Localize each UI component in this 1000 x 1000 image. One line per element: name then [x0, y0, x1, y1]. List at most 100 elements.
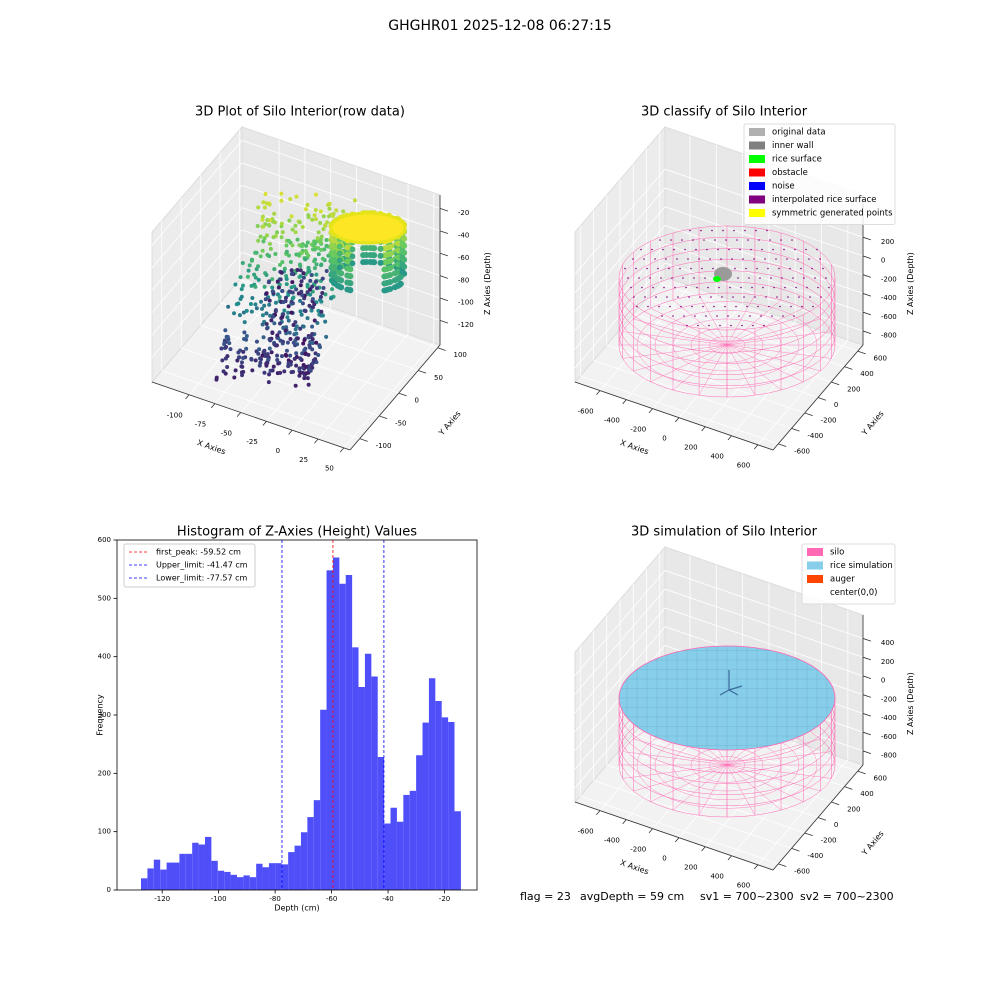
- x-tick-label: 25: [299, 456, 308, 464]
- surface-dot: [684, 248, 686, 251]
- legend-swatch: [807, 548, 823, 556]
- point: [226, 304, 231, 309]
- point: [315, 286, 320, 291]
- surface-dot: [627, 277, 629, 279]
- point: [334, 208, 339, 213]
- x-grid-line: [317, 333, 409, 440]
- bar: [307, 817, 314, 890]
- point: [308, 292, 313, 297]
- x-axis-label: Depth (cm): [274, 904, 319, 913]
- z-axis-label: Z Axies (Depth): [906, 672, 915, 735]
- surface-dot: [695, 248, 697, 251]
- point: [246, 268, 251, 273]
- point: [320, 276, 325, 281]
- wire-ring: [618, 292, 836, 398]
- surface-dot: [668, 267, 670, 270]
- point: [290, 290, 295, 295]
- axis-line: [772, 344, 864, 451]
- point: [271, 364, 276, 369]
- surface-dot: [765, 296, 767, 298]
- legend-label: silo: [830, 548, 844, 558]
- x-tick-label: -40: [382, 895, 393, 903]
- wire-ring: [618, 236, 836, 342]
- point: [272, 267, 277, 272]
- bar: [454, 811, 461, 890]
- point: [324, 334, 329, 339]
- x-tick-mark: [622, 399, 627, 405]
- x-tick-mark: [648, 408, 653, 414]
- surface-dot: [794, 248, 796, 251]
- point: [299, 250, 304, 255]
- point: [344, 251, 351, 258]
- point: [278, 262, 283, 267]
- y-tick-label: 500: [98, 594, 111, 602]
- legend-label: original data: [772, 128, 826, 138]
- z-tick-label: -200: [881, 695, 897, 703]
- bar: [204, 836, 212, 890]
- wire-ring: [618, 259, 836, 364]
- y-tick-mark: [817, 817, 827, 821]
- legend-swatch: [749, 182, 765, 190]
- bar: [243, 875, 250, 890]
- point: [300, 324, 305, 329]
- point: [318, 220, 323, 225]
- x-tick-label: 600: [737, 462, 750, 470]
- x-tick-mark: [211, 403, 216, 409]
- point: [214, 375, 219, 380]
- status-text: flag = 23: [520, 890, 571, 903]
- surface-dot: [624, 267, 626, 270]
- point: [311, 243, 316, 248]
- point: [309, 272, 314, 277]
- surface-dot: [753, 258, 755, 260]
- point: [270, 285, 275, 290]
- point: [325, 220, 330, 225]
- bar: [352, 647, 359, 890]
- point: [262, 370, 267, 375]
- point-ring: [329, 211, 407, 245]
- bar: [294, 845, 301, 890]
- surface-dot: [751, 286, 753, 289]
- point: [241, 349, 246, 354]
- z-tick-label: -400: [881, 294, 897, 302]
- point: [267, 254, 272, 259]
- point: [314, 340, 319, 345]
- y-tick-mark: [791, 848, 800, 852]
- point: [228, 347, 233, 352]
- point: [306, 215, 311, 220]
- surface-dot: [638, 277, 640, 279]
- axis-line: [574, 381, 774, 451]
- x-tick-mark: [622, 819, 627, 825]
- x-tick-mark: [727, 855, 732, 861]
- point: [289, 285, 294, 290]
- surface-dot: [812, 305, 814, 308]
- point: [244, 346, 249, 351]
- x-tick-label: -600: [578, 407, 594, 415]
- point: [249, 356, 254, 361]
- surface-dot: [819, 258, 821, 260]
- y-tick-mark: [778, 443, 787, 447]
- legend-swatch: [807, 561, 823, 570]
- z-grid-line: [664, 243, 864, 313]
- point: [289, 272, 294, 277]
- y-tick-label: -400: [807, 432, 823, 440]
- point: [303, 257, 308, 262]
- point: [239, 287, 244, 292]
- point: [307, 269, 312, 274]
- point: [290, 227, 295, 232]
- point: [387, 243, 394, 250]
- z-axis-label: Z Axies (Depth): [483, 252, 492, 315]
- point: [290, 280, 295, 285]
- point: [282, 369, 287, 374]
- point: [307, 303, 312, 308]
- z-grid-line: [664, 570, 864, 639]
- point: [268, 218, 273, 223]
- legend-label: Upper_limit: -41.47 cm: [156, 561, 248, 570]
- point: [312, 239, 317, 244]
- point: [301, 275, 306, 280]
- legend-label: obstacle: [772, 168, 808, 178]
- point: [286, 358, 291, 363]
- point: [262, 236, 267, 241]
- point: [310, 297, 315, 302]
- point: [273, 300, 278, 305]
- legend-swatch: [749, 195, 765, 204]
